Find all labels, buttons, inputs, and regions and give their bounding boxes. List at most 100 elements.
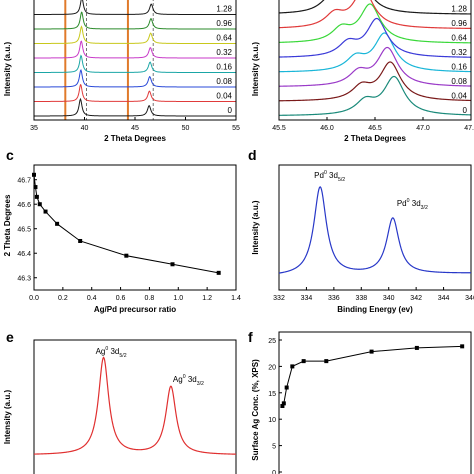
panel-label: e xyxy=(6,329,14,345)
y-axis-tick-label: 46.6 xyxy=(17,202,31,209)
x-axis-tick-label: 45.5 xyxy=(272,125,286,132)
data-point xyxy=(216,270,221,275)
series-line xyxy=(34,0,236,15)
y-axis-tick-label: 46.7 xyxy=(17,178,31,185)
panel-a: Intensity (a.u.) 0 0.04 0.08 0.16 0.32 0.64 0.9… xyxy=(3,0,240,143)
plot-frame xyxy=(33,164,237,291)
spectrum-line xyxy=(278,185,472,274)
data-point xyxy=(32,172,36,177)
x-axis-tick-label: 35 xyxy=(30,125,38,132)
x-axis-label: 2 Theta Degrees xyxy=(104,134,166,143)
series-line xyxy=(34,25,236,44)
series-line xyxy=(278,3,472,44)
y-axis-tick-label: 46.4 xyxy=(17,251,31,258)
series-line xyxy=(278,32,472,73)
panel-f: f Surface Ag Conc. (%, XPS) 0 5 10 15 20 25 xyxy=(248,329,472,474)
x-axis-tick-label: 338 xyxy=(355,295,367,302)
data-point xyxy=(460,344,465,349)
y-axis-tick-label: 25 xyxy=(268,338,276,345)
y-axis-tick-label: 20 xyxy=(268,364,276,371)
x-axis-tick-label: 334 xyxy=(301,295,313,302)
series-label: 0.04 xyxy=(216,92,232,101)
data-point xyxy=(324,359,329,364)
panel-label: d xyxy=(248,147,257,163)
data-point xyxy=(37,202,42,207)
panel-c: c 2 Theta Degrees 0.0 0.2 0.4 0.6 0.8 1.0 1.2 1.4… xyxy=(3,147,241,314)
x-axis-tick-label: 332 xyxy=(273,295,285,302)
series-label: 0 xyxy=(463,106,468,115)
series-label: 0.16 xyxy=(451,63,467,72)
series-line xyxy=(278,75,472,116)
data-point xyxy=(170,262,175,267)
plot-frame xyxy=(278,164,472,291)
y-axis-tick-label: 0 xyxy=(272,470,276,474)
series-label: 0.32 xyxy=(451,48,467,57)
panel-e: e Intensity (a.u.) Ag0 3d5/2 Ag0 3d3/2 xyxy=(3,329,237,474)
peak-label: Pd0 3d3/2 xyxy=(397,198,428,211)
x-axis-tick-label: 40 xyxy=(81,125,89,132)
data-point xyxy=(280,404,285,408)
x-axis-tick-label: 340 xyxy=(383,295,395,302)
x-axis-tick-label: 346 xyxy=(465,295,474,302)
y-axis-label: Intensity (a.u.) xyxy=(3,42,12,97)
data-point xyxy=(124,253,129,258)
series-label: 1.28 xyxy=(216,5,232,14)
x-axis-tick-label: 46.0 xyxy=(320,125,334,132)
x-axis-label: Ag/Pd precursor ratio xyxy=(94,305,176,314)
peak-label: Ag0 3d5/2 xyxy=(96,346,127,359)
plot-frame xyxy=(33,339,237,474)
y-axis-label: Intensity (a.u.) xyxy=(251,42,260,97)
x-axis-tick-label: 50 xyxy=(182,125,190,132)
panel-b: Intensity (a.u.) 0 0.04 0.08 0.16 0.32 0.64 0.9… xyxy=(251,0,474,143)
series-label: 0.64 xyxy=(451,34,467,43)
data-point xyxy=(290,364,295,369)
series-line xyxy=(34,68,236,88)
series-label: 0.64 xyxy=(216,34,232,43)
panel-label: c xyxy=(6,147,14,163)
x-axis-tick-label: 46.5 xyxy=(368,125,382,132)
series-line xyxy=(34,97,236,117)
series-line xyxy=(278,0,472,15)
data-point xyxy=(414,345,419,350)
y-axis-tick-label: 46.5 xyxy=(17,227,31,234)
y-axis-tick-label: 15 xyxy=(268,391,276,398)
x-axis-tick-label: 336 xyxy=(328,295,340,302)
spectrum-line xyxy=(33,356,237,455)
series-line xyxy=(34,40,236,59)
series-label: 0.16 xyxy=(216,63,232,72)
x-axis-tick-label: 0.6 xyxy=(116,295,126,302)
series-label: 0.32 xyxy=(216,48,232,57)
series-label: 0.08 xyxy=(451,77,467,86)
x-axis-tick-label: 0.8 xyxy=(145,295,155,302)
series-line xyxy=(34,54,236,73)
x-axis-label: 2 Theta Degrees xyxy=(344,134,406,143)
series-line xyxy=(281,345,463,407)
series-line xyxy=(33,174,219,274)
series-label: 0 xyxy=(228,106,233,115)
x-axis-tick-label: 1.0 xyxy=(173,295,183,302)
plot-frame xyxy=(278,0,472,121)
x-axis-tick-label: 47.5 xyxy=(464,125,474,132)
data-point xyxy=(281,401,286,406)
data-point xyxy=(78,238,83,243)
series-line xyxy=(278,46,472,87)
data-point xyxy=(301,359,306,364)
data-point xyxy=(55,221,60,226)
x-axis-tick-label: 0.2 xyxy=(58,295,68,302)
y-axis-tick-label: 46.3 xyxy=(17,276,31,283)
data-point xyxy=(369,349,374,354)
series-label: 0.96 xyxy=(451,19,467,28)
series-line xyxy=(278,0,472,30)
plot-frame xyxy=(278,331,472,474)
data-point xyxy=(284,385,289,390)
y-axis-label: 2 Theta Degrees xyxy=(3,194,12,256)
peak-label: Ag0 3d3/2 xyxy=(173,374,204,387)
x-axis-tick-label: 1.2 xyxy=(202,295,212,302)
series-label: 0.04 xyxy=(451,92,467,101)
x-axis-tick-label: 342 xyxy=(410,295,422,302)
panel-label: f xyxy=(248,329,253,345)
x-axis-tick-label: 47.0 xyxy=(416,125,430,132)
data-point xyxy=(43,209,48,214)
x-axis-tick-label: 45 xyxy=(131,125,139,132)
